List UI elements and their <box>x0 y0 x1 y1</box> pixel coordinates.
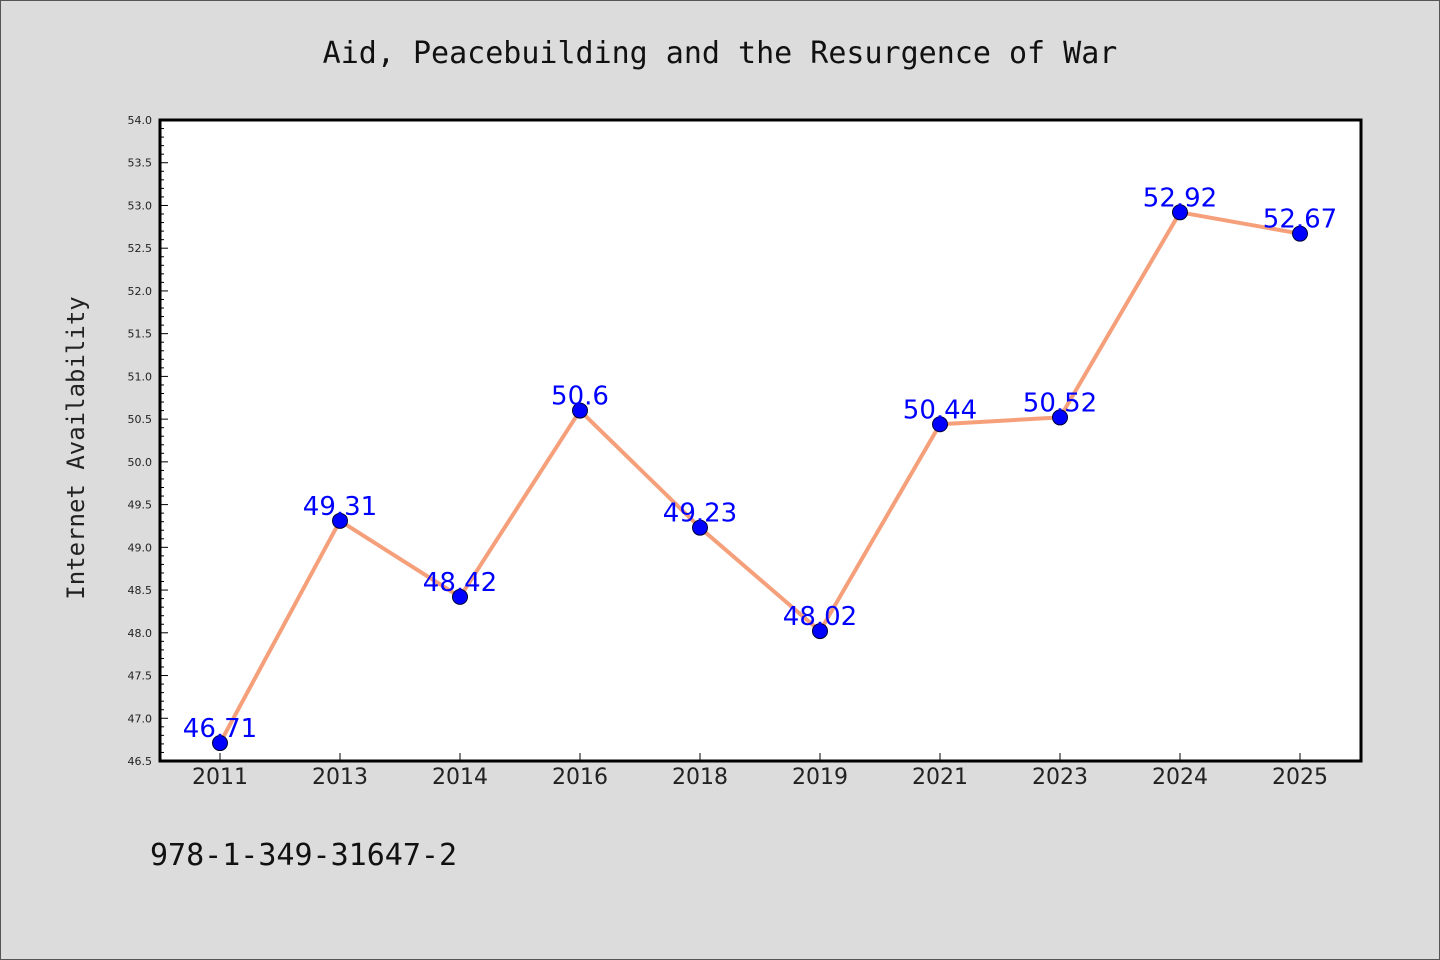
x-tick-label: 2025 <box>1272 765 1328 790</box>
x-tick-label: 2016 <box>552 765 608 790</box>
x-tick-label: 2011 <box>192 765 248 790</box>
y-tick-label: 49.5 <box>128 499 153 512</box>
y-tick-label: 51.5 <box>128 328 153 341</box>
y-tick-label: 47.5 <box>128 670 153 683</box>
data-label: 49.23 <box>663 499 737 529</box>
x-tick-label: 2014 <box>432 765 488 790</box>
data-point-marker <box>1292 225 1308 242</box>
x-tick-label: 2024 <box>1152 765 1208 790</box>
data-point-marker <box>692 519 708 536</box>
x-tick-label: 2019 <box>792 765 848 790</box>
series-line <box>218 210 1302 746</box>
series-layer: 46.71 49.31 48.42 50.6 49.23 48.02 50.44 50.52 5… <box>183 183 1337 752</box>
y-tick-label: 50.5 <box>128 413 153 426</box>
data-point-marker <box>572 402 588 419</box>
chart-title: Aid, Peacebuilding and the Resurgence of… <box>323 36 1118 71</box>
data-point-marker <box>1052 409 1068 426</box>
data-label: 48.42 <box>423 568 497 598</box>
y-tick-label: 48.0 <box>128 627 153 640</box>
data-point-marker <box>332 512 348 529</box>
data-label: 49.31 <box>303 492 377 522</box>
data-point-marker <box>932 416 948 433</box>
data-point-marker <box>1172 204 1188 221</box>
data-label: 50.44 <box>903 395 977 425</box>
plot-area <box>160 120 1361 761</box>
y-tick-label: 47.0 <box>128 712 153 725</box>
x-tick-label: 2021 <box>912 765 968 790</box>
x-tick-label: 2023 <box>1032 765 1088 790</box>
data-label: 50.6 <box>551 382 609 412</box>
y-tick-label: 52.5 <box>128 242 153 255</box>
plot-frame <box>158 118 1363 763</box>
data-label: 48.02 <box>783 602 857 632</box>
y-tick-label: 48.5 <box>128 584 153 597</box>
data-point-marker <box>212 735 228 752</box>
y-tick-label: 53.0 <box>128 199 153 212</box>
x-tick-label: 2013 <box>312 765 368 790</box>
y-tick-label: 52.0 <box>128 285 153 298</box>
data-point-marker <box>452 588 468 605</box>
isbn-footer: 978-1-349-31647-2 <box>150 838 457 873</box>
data-label: 52.67 <box>1263 205 1337 235</box>
y-axis: 46.5 47.0 47.5 48.0 48.5 49.0 49.5 50.0 50.5 51.0… <box>128 114 168 768</box>
y-axis-label: Internet Availability <box>62 296 90 599</box>
data-label: 52.92 <box>1143 183 1217 213</box>
y-tick-label: 51.0 <box>128 370 153 383</box>
y-tick-label: 54.0 <box>128 114 153 127</box>
data-point-marker <box>812 623 828 640</box>
y-tick-label: 49.0 <box>128 541 153 554</box>
x-axis: 2011 2013 2014 2016 2018 2019 2021 2023 2024 2025 <box>192 753 1328 790</box>
y-tick-label: 46.5 <box>128 755 153 768</box>
y-tick-label: 53.5 <box>128 157 153 170</box>
x-tick-label: 2018 <box>672 765 728 790</box>
data-label: 50.52 <box>1023 388 1097 418</box>
data-label: 46.71 <box>183 714 257 744</box>
y-tick-label: 50.0 <box>128 456 153 469</box>
